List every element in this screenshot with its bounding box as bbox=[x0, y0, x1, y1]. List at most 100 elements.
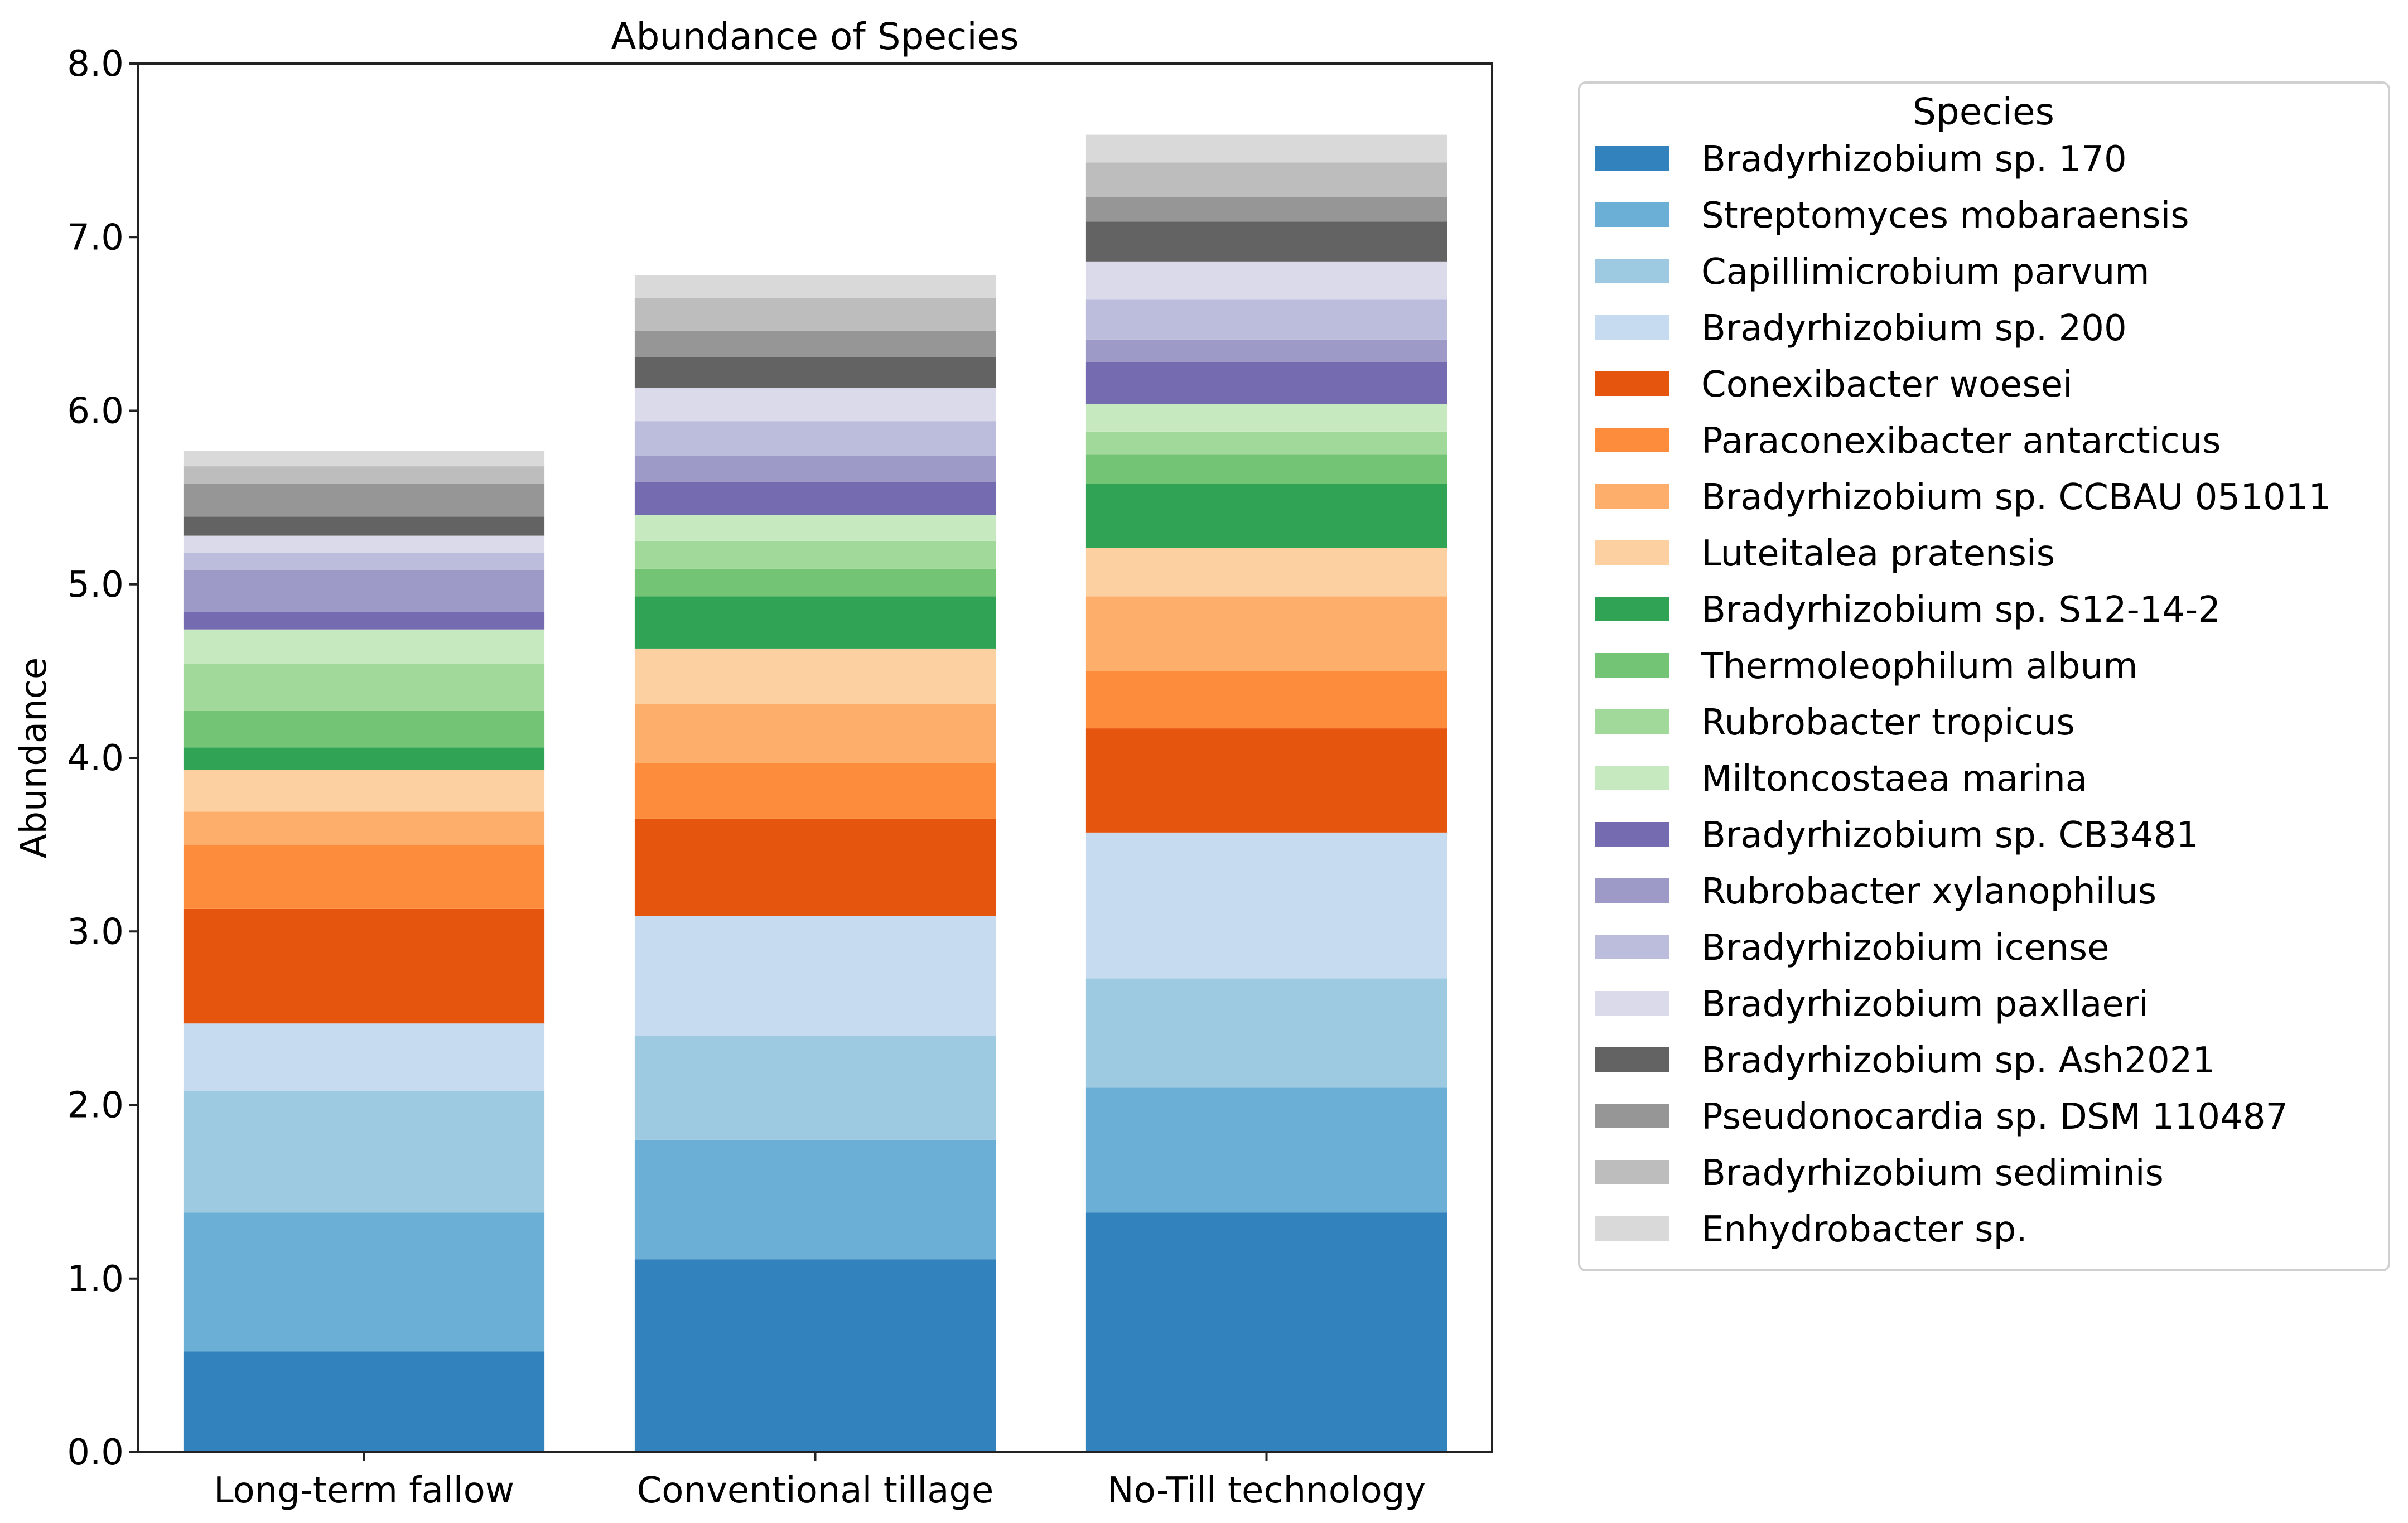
bar-segment bbox=[183, 466, 545, 484]
legend-label: Streptomyces mobaraensis bbox=[1701, 195, 2189, 236]
legend-label: Paraconexibacter antarcticus bbox=[1701, 420, 2221, 462]
bar-segment bbox=[634, 818, 996, 916]
y-tick-label: 2.0 bbox=[67, 1085, 124, 1126]
legend-label: Luteitalea pratensis bbox=[1701, 533, 2055, 574]
legend: Species Bradyrhizobium sp. 170 Streptomyc… bbox=[1578, 81, 2390, 1271]
bar-segment bbox=[183, 710, 545, 748]
bar-segment bbox=[183, 1212, 545, 1352]
bar-segment bbox=[183, 664, 545, 711]
bar-segment bbox=[1085, 454, 1447, 484]
y-tick-label: 8.0 bbox=[67, 43, 124, 85]
bar-segment bbox=[1085, 1087, 1447, 1213]
legend-items: Bradyrhizobium sp. 170 Streptomyces mobar… bbox=[1595, 139, 2331, 1250]
legend-label: Capillimicrobium parvum bbox=[1701, 252, 2150, 293]
y-axis-label: Abundance bbox=[13, 657, 55, 859]
legend-swatch bbox=[1595, 484, 1669, 509]
legend-label: Bradyrhizobium icense bbox=[1701, 927, 2110, 969]
y-axis: 0.0 1.0 2.0 3.0 4.0 5.0 6.0 7.0 8.0 bbox=[67, 43, 138, 1473]
bar-segment bbox=[1085, 832, 1447, 979]
legend-swatch bbox=[1595, 1216, 1669, 1241]
bar-segment bbox=[634, 357, 996, 389]
bar-segment bbox=[634, 648, 996, 704]
bar-segment bbox=[1085, 1212, 1447, 1452]
legend-label: Enhydrobacter sp. bbox=[1701, 1209, 2028, 1250]
y-tick-label: 1.0 bbox=[67, 1259, 124, 1300]
legend-title: Species bbox=[1913, 90, 2054, 133]
bar-segment bbox=[634, 704, 996, 763]
bar-segment bbox=[634, 298, 996, 331]
legend-frame bbox=[1578, 81, 2390, 1271]
legend-label: Thermoleophilum album bbox=[1701, 646, 2138, 687]
legend-label: Bradyrhizobium paxllaeri bbox=[1701, 984, 2149, 1025]
bar-segment bbox=[1085, 978, 1447, 1088]
bar-segment bbox=[183, 770, 545, 812]
legend-swatch bbox=[1595, 371, 1669, 396]
bar-segment bbox=[183, 747, 545, 770]
bar-segment bbox=[634, 1259, 996, 1452]
bar-segment bbox=[183, 1091, 545, 1213]
legend-label: Bradyrhizobium sediminis bbox=[1701, 1153, 2164, 1194]
bar-segment bbox=[634, 596, 996, 649]
legend-swatch bbox=[1595, 878, 1669, 903]
bar-segment bbox=[634, 515, 996, 541]
bar-segment bbox=[634, 568, 996, 597]
legend-swatch bbox=[1595, 822, 1669, 847]
bar-segment bbox=[1085, 484, 1447, 548]
bar-segment bbox=[1085, 261, 1447, 300]
bar-segment bbox=[1085, 548, 1447, 597]
bar-segment bbox=[634, 275, 996, 298]
legend-label: Conexibacter woesei bbox=[1701, 364, 2073, 405]
bar-segment bbox=[1085, 221, 1447, 262]
bar-segment bbox=[183, 612, 545, 630]
bar-segment bbox=[634, 482, 996, 515]
y-tick-label: 7.0 bbox=[67, 217, 124, 258]
bar-segment bbox=[183, 908, 545, 1024]
bar-segment bbox=[634, 421, 996, 456]
bar-segment bbox=[634, 1139, 996, 1260]
legend-swatch bbox=[1595, 991, 1669, 1016]
bar-segment bbox=[1085, 671, 1447, 729]
legend-swatch bbox=[1595, 653, 1669, 678]
legend-swatch bbox=[1595, 766, 1669, 790]
bar-segment bbox=[634, 1036, 996, 1140]
y-tick-label: 0.0 bbox=[67, 1432, 124, 1473]
bar-segment bbox=[634, 388, 996, 422]
x-tick-label: Long-term fallow bbox=[214, 1470, 514, 1511]
legend-label: Bradyrhizobium sp. 200 bbox=[1701, 308, 2127, 349]
bar-segment bbox=[634, 331, 996, 357]
legend-swatch bbox=[1595, 146, 1669, 171]
legend-swatch bbox=[1595, 315, 1669, 340]
bar-segment bbox=[1085, 431, 1447, 455]
bar-segment bbox=[634, 916, 996, 1036]
legend-label: Rubrobacter xylanophilus bbox=[1701, 871, 2156, 912]
y-tick-label: 3.0 bbox=[67, 911, 124, 953]
bar-segment bbox=[183, 484, 545, 517]
y-tick-label: 6.0 bbox=[67, 391, 124, 432]
legend-swatch bbox=[1595, 202, 1669, 227]
bars-layer bbox=[183, 134, 1447, 1452]
x-axis: Long-term fallow Conventional tillage No-T… bbox=[214, 1452, 1426, 1511]
bar-segment bbox=[1085, 299, 1447, 340]
legend-label: Bradyrhizobium sp. S12-14-2 bbox=[1701, 589, 2221, 631]
bar-segment bbox=[183, 1023, 545, 1091]
legend-label: Miltoncostaea marina bbox=[1701, 758, 2087, 800]
bar-segment bbox=[183, 570, 545, 612]
bar-segment bbox=[183, 629, 545, 664]
bar-segment bbox=[1085, 728, 1447, 833]
bar-segment bbox=[1085, 339, 1447, 362]
bar-segment bbox=[1085, 362, 1447, 404]
bar-segment bbox=[183, 451, 545, 467]
x-tick-label: No-Till technology bbox=[1107, 1470, 1426, 1511]
bar-segment bbox=[634, 540, 996, 569]
bar-segment bbox=[634, 763, 996, 819]
legend-swatch bbox=[1595, 1160, 1669, 1184]
chart-title: Abundance of Species bbox=[611, 15, 1019, 58]
bar-segment bbox=[1085, 162, 1447, 197]
legend-label: Bradyrhizobium sp. Ash2021 bbox=[1701, 1040, 2215, 1081]
bar-segment bbox=[1085, 134, 1447, 163]
legend-swatch bbox=[1595, 428, 1669, 452]
y-tick-label: 4.0 bbox=[67, 738, 124, 779]
bar-segment bbox=[183, 811, 545, 845]
